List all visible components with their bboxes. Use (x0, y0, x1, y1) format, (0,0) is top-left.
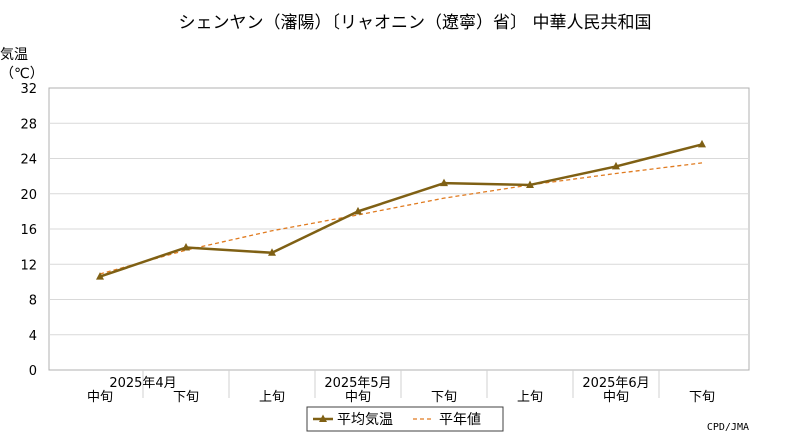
legend-marker-average (319, 414, 327, 422)
y-tick-label: 4 (29, 329, 37, 344)
data-point-average (268, 248, 276, 256)
data-point-average (526, 180, 534, 188)
y-tick-label: 28 (20, 117, 37, 132)
y-axis-label-line1: 気温 (0, 47, 28, 63)
x-tick-label: 上旬 (259, 390, 285, 405)
y-tick-label: 20 (20, 188, 37, 203)
data-point-average (182, 243, 190, 251)
x-tick-label: 下旬 (431, 390, 457, 405)
y-tick-label: 0 (29, 364, 37, 379)
y-tick-label: 32 (20, 82, 37, 97)
y-tick-label: 12 (20, 258, 37, 273)
x-month-label: 2025年5月 (324, 376, 391, 391)
data-point-average (354, 206, 362, 215)
data-point-average (96, 272, 104, 280)
series-line-average (99, 143, 703, 278)
x-tick-label: 下旬 (173, 390, 199, 405)
data-point-average (698, 139, 706, 148)
legend-label-normal: 平年値 (439, 412, 481, 428)
x-month-label: 2025年6月 (582, 376, 649, 391)
y-tick-label: 16 (20, 223, 37, 238)
y-tick-label: 24 (20, 153, 37, 168)
y-tick-label: 8 (29, 294, 37, 309)
series-line-normal (99, 162, 703, 275)
grid-lines (49, 122, 749, 336)
data-point-average (440, 178, 448, 187)
x-tick-label: 中旬 (603, 390, 629, 405)
x-tick-label: 上旬 (517, 390, 543, 405)
y-axis-label-line2: （℃） (0, 66, 44, 82)
legend-box (306, 406, 504, 432)
data-point-average (612, 161, 620, 170)
series-layer (96, 139, 706, 280)
chart-title: シェンヤン（瀋陽）〔リャオニン（遼寧）省〕 中華人民共和国 (179, 13, 652, 33)
legend-label-average: 平均気温 (337, 412, 393, 428)
x-month-label: 2025年4月 (109, 376, 176, 391)
x-tick-label: 下旬 (689, 390, 715, 405)
legend: 平均気温 平年値 (313, 412, 481, 428)
credit-label: CPD/JMA (707, 422, 749, 433)
x-tick-label: 中旬 (87, 390, 113, 405)
y-axis-ticks: 0 4 8 12 16 20 24 28 32 (20, 82, 37, 379)
x-tick-label: 中旬 (345, 390, 371, 405)
